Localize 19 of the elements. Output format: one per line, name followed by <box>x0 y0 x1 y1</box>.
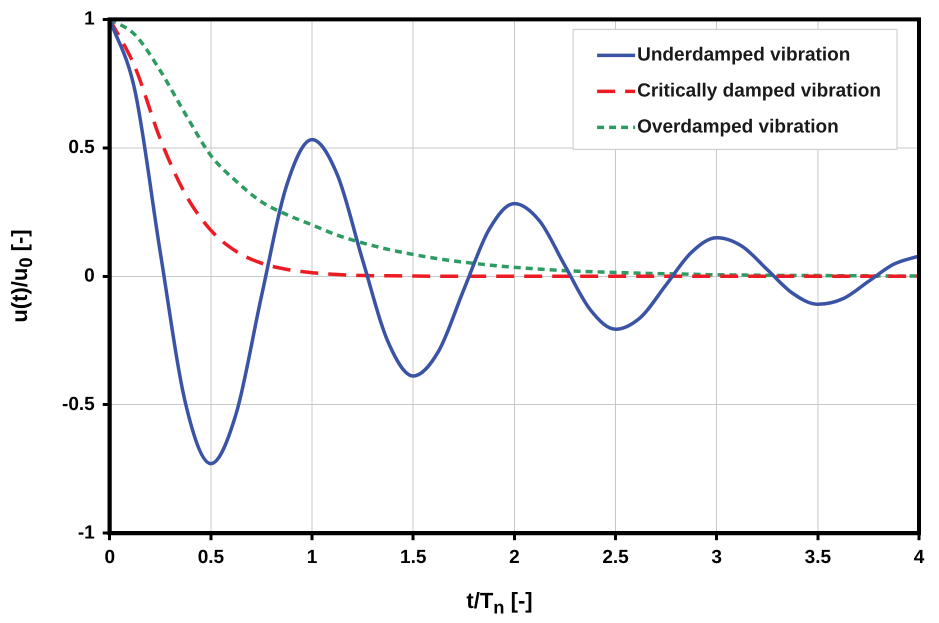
y-tick-label: 0.5 <box>68 137 96 158</box>
x-tick-label: 2.5 <box>602 546 630 568</box>
x-tick-label: 2 <box>509 546 520 568</box>
legend-label: Overdamped vibration <box>637 116 839 138</box>
y-tick-label: 0 <box>84 266 95 287</box>
legend-label: Underdamped vibration <box>637 44 850 66</box>
x-tick-label: 3.5 <box>804 546 832 568</box>
line-series <box>110 19 919 466</box>
x-tick-label: 0.5 <box>198 546 225 568</box>
x-tick-label: 1 <box>306 546 318 568</box>
x-tick-label: 3 <box>711 546 722 568</box>
y-tick-label: -1 <box>78 522 96 544</box>
x-tick-label: 0 <box>104 546 116 568</box>
x-tick-label: 4 <box>914 546 925 568</box>
y-tick-label: 1 <box>84 8 96 30</box>
legend-label: Critically damped vibration <box>637 80 882 102</box>
y-tick-label: -0.5 <box>62 394 96 415</box>
x-axis-title: t/T$_{n}$ [-] <box>465 588 534 618</box>
x-tick-label: 1.5 <box>400 546 427 568</box>
